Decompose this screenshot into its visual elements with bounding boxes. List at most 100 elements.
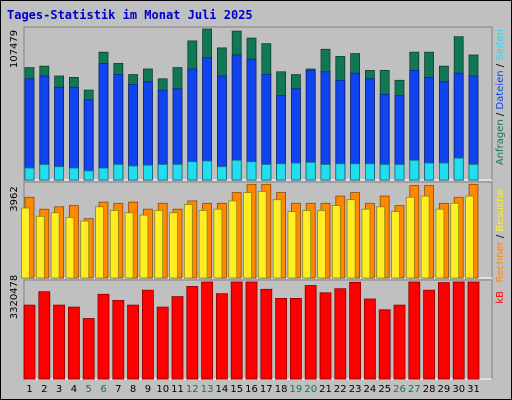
bar-seiten-16 bbox=[246, 161, 257, 181]
bar-dateien-3 bbox=[54, 86, 64, 181]
bar-kb-10 bbox=[156, 306, 169, 380]
x-tick-30: 30 bbox=[452, 384, 465, 395]
x-tick-18: 18 bbox=[275, 384, 288, 395]
bar-besuche-6 bbox=[95, 206, 104, 279]
x-tick-7: 7 bbox=[115, 384, 121, 395]
bar-seiten-13 bbox=[202, 160, 213, 181]
bar-kb-18 bbox=[275, 297, 288, 380]
bar-besuche-23 bbox=[346, 199, 356, 279]
x-tick-28: 28 bbox=[423, 384, 436, 395]
bar-seiten-4 bbox=[69, 167, 79, 181]
bar-kb-15 bbox=[230, 281, 243, 380]
bar-seiten-18 bbox=[276, 163, 287, 181]
x-tick-6: 6 bbox=[100, 384, 106, 395]
bar-besuche-26 bbox=[391, 211, 400, 279]
bar-kb-20 bbox=[304, 285, 317, 380]
bar-kb-16 bbox=[245, 281, 258, 380]
bar-kb-8 bbox=[127, 304, 139, 380]
bar-kb-3 bbox=[53, 304, 65, 380]
legend-dateien: Dateien bbox=[495, 70, 506, 109]
panel-bottom-legend: kB bbox=[495, 291, 506, 304]
bar-kb-2 bbox=[38, 291, 51, 380]
bar-seiten-22 bbox=[335, 163, 346, 181]
bar-seiten-28 bbox=[424, 162, 435, 181]
x-tick-4: 4 bbox=[71, 384, 77, 395]
legend-anfragen: Anfragen bbox=[495, 119, 506, 165]
bar-seiten-12 bbox=[187, 161, 198, 181]
bar-seiten-20 bbox=[305, 161, 316, 181]
x-tick-15: 15 bbox=[230, 384, 243, 395]
x-tick-13: 13 bbox=[201, 384, 214, 395]
legend-seiten: Seiten bbox=[495, 29, 506, 61]
bar-besuche-22 bbox=[331, 205, 341, 279]
bar-kb-23 bbox=[349, 281, 362, 380]
x-tick-12: 12 bbox=[186, 384, 199, 395]
bar-besuche-14 bbox=[213, 208, 223, 279]
bar-kb-14 bbox=[215, 293, 228, 380]
bar-kb-9 bbox=[141, 289, 154, 380]
bar-seiten-23 bbox=[350, 163, 361, 181]
x-tick-3: 3 bbox=[56, 384, 62, 395]
x-tick-27: 27 bbox=[408, 384, 421, 395]
bar-besuche-20 bbox=[302, 209, 312, 279]
bar-seiten-29 bbox=[438, 162, 449, 181]
bar-kb-28 bbox=[423, 289, 436, 380]
x-tick-10: 10 bbox=[156, 384, 169, 395]
bar-besuche-9 bbox=[139, 214, 149, 279]
bar-besuche-2 bbox=[35, 215, 45, 279]
bar-seiten-17 bbox=[261, 164, 272, 181]
bar-seiten-6 bbox=[98, 167, 109, 181]
bar-besuche-3 bbox=[50, 212, 60, 279]
bar-kb-21 bbox=[319, 292, 332, 380]
bar-kb-4 bbox=[68, 306, 80, 380]
bar-kb-22 bbox=[334, 288, 347, 380]
legend-besuche: Besuche bbox=[495, 189, 506, 232]
x-tick-26: 26 bbox=[393, 384, 406, 395]
bar-besuche-18 bbox=[272, 199, 282, 279]
bar-besuche-15 bbox=[228, 200, 238, 279]
bar-seiten-30 bbox=[453, 157, 464, 181]
bar-seiten-9 bbox=[142, 164, 153, 181]
bar-kb-11 bbox=[171, 296, 184, 380]
bar-seiten-1 bbox=[24, 167, 35, 181]
bar-seiten-10 bbox=[157, 164, 168, 181]
x-tick-17: 17 bbox=[260, 384, 273, 395]
bar-seiten-26 bbox=[394, 164, 405, 181]
bar-besuche-27 bbox=[405, 196, 415, 279]
bar-besuche-17 bbox=[257, 190, 267, 279]
x-tick-24: 24 bbox=[364, 384, 377, 395]
bar-kb-26 bbox=[393, 304, 406, 380]
x-tick-14: 14 bbox=[216, 384, 229, 395]
bar-besuche-8 bbox=[124, 212, 134, 279]
bar-seiten-14 bbox=[216, 166, 227, 181]
bar-kb-25 bbox=[378, 309, 391, 380]
panel-middle-legend: Rechner / Besuche bbox=[495, 189, 506, 282]
x-tick-22: 22 bbox=[334, 384, 347, 395]
bar-kb-5 bbox=[82, 318, 95, 380]
x-tick-25: 25 bbox=[378, 384, 391, 395]
bar-besuche-21 bbox=[317, 209, 326, 279]
bar-kb-31 bbox=[467, 281, 480, 380]
bar-besuche-10 bbox=[154, 209, 164, 279]
x-tick-1: 1 bbox=[26, 384, 32, 395]
bar-besuche-7 bbox=[109, 209, 119, 279]
x-tick-21: 21 bbox=[319, 384, 332, 395]
bar-besuche-19 bbox=[287, 211, 297, 279]
bar-kb-27 bbox=[408, 281, 421, 380]
bar-kb-13 bbox=[201, 281, 214, 380]
panel-top bbox=[23, 26, 493, 181]
bar-kb-7 bbox=[112, 299, 125, 380]
panel-top-legend: Anfragen / Dateien / Seiten bbox=[495, 29, 506, 165]
bar-kb-30 bbox=[452, 281, 465, 380]
x-tick-2: 2 bbox=[41, 384, 47, 395]
bar-dateien-6 bbox=[98, 63, 109, 181]
bar-kb-29 bbox=[437, 282, 450, 380]
bar-kb-17 bbox=[260, 288, 273, 380]
bar-seiten-5 bbox=[83, 170, 94, 181]
bar-dateien-5 bbox=[83, 99, 94, 181]
bar-besuche-24 bbox=[361, 208, 371, 279]
bar-besuche-1 bbox=[21, 207, 30, 279]
legend-kb: kB bbox=[495, 291, 506, 304]
